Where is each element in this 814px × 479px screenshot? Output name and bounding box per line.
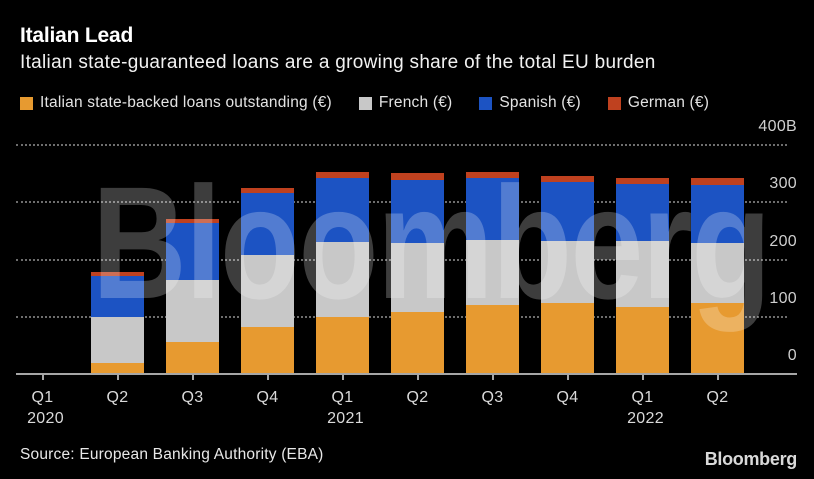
x-tick-label: Q3 (481, 389, 504, 406)
bar-segment (91, 275, 144, 318)
bar-segment (166, 342, 219, 373)
x-tick-label: Q4 (256, 389, 279, 406)
y-tick-label-200: 200 (769, 232, 797, 250)
x-tick (641, 375, 644, 380)
bar-segment (691, 185, 744, 244)
bar-segment (166, 219, 219, 224)
x-tick (491, 375, 494, 380)
bar-segment (316, 241, 369, 317)
bar-segment (91, 317, 144, 363)
bar-q2-2021 (391, 173, 444, 373)
legend: Italian state-backed loans outstanding (… (20, 94, 709, 112)
bar-segment (466, 240, 519, 305)
x-tick-label: Q2 (106, 389, 129, 406)
x-tick-label: Q3 (181, 389, 204, 406)
bar-segment (91, 362, 144, 373)
bar-segment (241, 255, 294, 328)
bar-segment (616, 184, 669, 242)
bar-segment (541, 181, 594, 242)
bar-segment (316, 172, 369, 179)
y-tick-label-0: 0 (787, 347, 797, 364)
legend-label: Spanish (€) (499, 94, 581, 111)
bar-q1-2021 (316, 172, 369, 373)
bar-segment (391, 180, 444, 244)
legend-item-0: Italian state-backed loans outstanding (… (20, 94, 332, 112)
bar-segment (391, 243, 444, 313)
bar-q3-2021 (466, 172, 519, 373)
bar-segment (241, 327, 294, 373)
x-year-label-2022: 2022 (627, 410, 664, 427)
bar-segment (541, 303, 594, 373)
x-tick (116, 375, 119, 380)
bar-segment (466, 172, 519, 179)
legend-item-1: French (€) (358, 94, 453, 112)
bar-segment (616, 306, 669, 373)
bar-q4-2020 (241, 188, 294, 373)
bar-segment (616, 241, 669, 307)
bar-segment (541, 176, 594, 182)
bar-segment (691, 243, 744, 304)
bar-segment (691, 178, 744, 186)
legend-label: German (€) (627, 94, 710, 111)
x-tick (191, 375, 194, 380)
bar-q3-2020 (166, 219, 219, 373)
x-tick (566, 375, 569, 380)
x-tick (416, 375, 419, 380)
legend-label: French (€) (378, 94, 453, 111)
bloomberg-logo: Bloomberg (704, 449, 798, 469)
bar-q4-2021 (541, 176, 594, 373)
bar-segment (391, 173, 444, 181)
bar-segment (241, 193, 294, 256)
x-tick-label: Q1 (31, 389, 54, 406)
legend-swatch-icon (479, 96, 493, 110)
x-axis-line (16, 373, 797, 375)
x-tick-label: Q2 (406, 389, 429, 406)
bar-segment (541, 241, 594, 304)
bar-segment (316, 316, 369, 373)
y-tick-label-400B: 400B (758, 118, 797, 135)
y-tick-label-100: 100 (769, 289, 797, 307)
x-tick (266, 375, 269, 380)
chart-title: Italian Lead (20, 24, 134, 47)
bar-segment (466, 178, 519, 241)
x-tick (41, 375, 44, 380)
gridline-400 (16, 144, 787, 146)
legend-item-3: German (€) (607, 94, 710, 112)
bar-segment (316, 178, 369, 242)
chart-subtitle: Italian state-guaranteed loans are a gro… (20, 52, 656, 73)
y-tick-label-300: 300 (769, 175, 797, 193)
bar-q2-2020 (91, 272, 144, 373)
legend-swatch-icon (358, 96, 372, 110)
source-note: Source: European Banking Authority (EBA) (20, 446, 324, 463)
legend-label: Italian state-backed loans outstanding (… (40, 94, 332, 111)
bar-segment (241, 188, 294, 194)
bar-segment (466, 304, 519, 373)
x-year-label-2020: 2020 (27, 410, 64, 427)
x-tick (716, 375, 719, 380)
legend-item-2: Spanish (€) (479, 94, 581, 112)
x-tick-label: Q1 (631, 389, 654, 406)
x-year-label-2021: 2021 (327, 410, 364, 427)
bar-q1-2022 (616, 178, 669, 373)
legend-swatch-icon (607, 96, 621, 110)
bar-segment (166, 280, 219, 343)
bar-segment (691, 303, 744, 373)
legend-swatch-icon (20, 96, 33, 110)
bar-q2-2022 (691, 178, 744, 373)
bar-segment (616, 178, 669, 185)
plot-area (16, 144, 744, 373)
x-tick-label: Q2 (706, 389, 729, 406)
bar-segment (91, 272, 144, 276)
x-tick-label: Q1 (331, 389, 354, 406)
x-tick (341, 375, 344, 380)
x-tick-label: Q4 (556, 389, 579, 406)
bar-segment (391, 312, 444, 373)
bar-segment (166, 223, 219, 281)
